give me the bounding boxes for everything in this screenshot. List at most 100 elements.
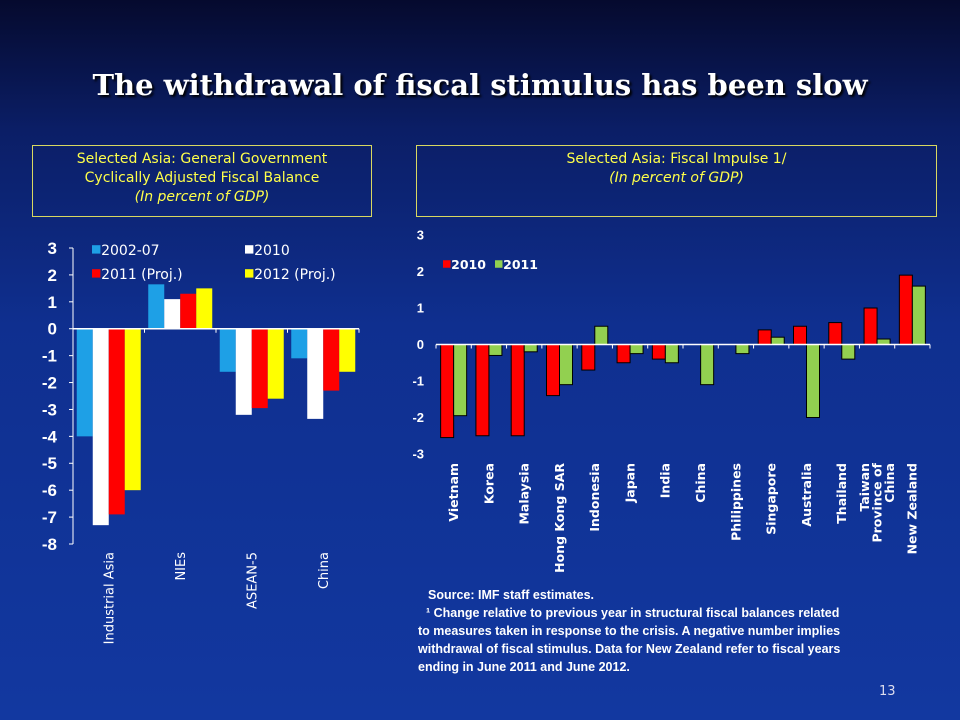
bar-2011-china bbox=[700, 344, 715, 386]
y-tick-label: 2 bbox=[48, 266, 57, 285]
bar-2011-proj--asean-5 bbox=[251, 328, 268, 409]
bar-2010-australia bbox=[793, 325, 807, 345]
bar-2012-proj--asean-5 bbox=[267, 328, 284, 399]
bar-2011-australia bbox=[806, 344, 820, 418]
category-label: Taiwan bbox=[857, 463, 872, 512]
bar-2010-new-zealand bbox=[898, 274, 913, 345]
bar-2010-japan bbox=[616, 344, 631, 364]
category-label: Australia bbox=[799, 463, 814, 527]
source-note: Source: IMF staff estimates. ¹ Change re… bbox=[418, 586, 928, 676]
bar-2011-philippines bbox=[735, 344, 750, 355]
right-chart-title-line1: Selected Asia: Fiscal Impulse 1/ bbox=[566, 151, 787, 167]
bar-2011-india bbox=[664, 344, 679, 364]
bar-2010-indonesia bbox=[581, 344, 596, 371]
left-chart-title-line1: Selected Asia: General Government bbox=[76, 151, 328, 167]
bar-2011-indonesia bbox=[594, 325, 609, 345]
y-tick-label: -1 bbox=[412, 374, 424, 389]
left-chart-title-line2: Cyclically Adjusted Fiscal Balance bbox=[84, 170, 320, 186]
bar-2011-singapore bbox=[770, 336, 785, 346]
y-tick-label: -2 bbox=[42, 373, 57, 392]
category-label: Vietnam bbox=[446, 463, 461, 522]
bar-2002-07-nies bbox=[148, 284, 165, 329]
category-label: Thailand bbox=[834, 463, 849, 524]
y-tick-label: 3 bbox=[48, 239, 57, 258]
legend-swatch-1 bbox=[495, 260, 503, 268]
slide-title: The withdrawal of fiscal stimulus has be… bbox=[92, 68, 868, 102]
bar-2011-japan bbox=[629, 344, 644, 355]
bar-2010-india bbox=[651, 344, 666, 360]
bar-2010-taiwan-province-of-china bbox=[863, 307, 878, 345]
footnote-line: ¹ Change relative to previous year in st… bbox=[426, 606, 840, 620]
y-tick-label: 0 bbox=[48, 320, 57, 339]
footnote-line: withdrawal of fiscal stimulus. Data for … bbox=[418, 642, 841, 656]
y-tick-label: 3 bbox=[417, 228, 424, 243]
legend-label: 2010 bbox=[451, 257, 486, 272]
y-tick-label: -7 bbox=[42, 508, 57, 527]
y-tick-label: -2 bbox=[412, 410, 424, 425]
legend-swatch-0 bbox=[443, 260, 451, 268]
bar-2010-industrial-asia bbox=[92, 328, 109, 526]
bar-2011-new-zealand bbox=[911, 285, 926, 346]
y-tick-label: 1 bbox=[48, 293, 57, 312]
category-label: China bbox=[693, 463, 708, 503]
bar-2010-korea bbox=[475, 344, 490, 437]
bar-2002-07-industrial-asia bbox=[76, 328, 93, 437]
legend-label: 2010 bbox=[254, 243, 290, 259]
bar-2011-korea bbox=[488, 344, 503, 356]
category-label: New Zealand bbox=[905, 463, 920, 554]
bar-2012-proj--nies bbox=[196, 288, 213, 329]
category-label: Singapore bbox=[764, 463, 779, 535]
legend-label: 2011 (Proj.) bbox=[101, 267, 183, 283]
category-label: Malaysia bbox=[517, 463, 532, 525]
y-tick-label: -8 bbox=[42, 535, 57, 554]
bar-2011-hong-kong-sar bbox=[559, 344, 573, 386]
category-label: Province of bbox=[869, 462, 884, 542]
legend-swatch-1 bbox=[245, 245, 254, 254]
category-label: Korea bbox=[481, 463, 496, 504]
bar-2010-vietnam bbox=[440, 344, 455, 439]
bar-2002-07-asean-5 bbox=[219, 328, 236, 372]
left-chart-subtitle: (In percent of GDP) bbox=[134, 189, 270, 205]
legend-label: 2011 bbox=[503, 257, 538, 272]
category-label: NIEs bbox=[174, 552, 189, 581]
bar-2012-proj--china bbox=[339, 328, 356, 372]
bar-2010-hong-kong-sar bbox=[546, 344, 560, 397]
left-chart-title-box: Selected Asia: General Government Cyclic… bbox=[32, 145, 372, 217]
bar-2010-nies bbox=[164, 299, 181, 329]
legend-swatch-3 bbox=[245, 269, 254, 278]
y-tick-label: 2 bbox=[417, 264, 424, 279]
y-tick-label: -4 bbox=[42, 427, 58, 446]
category-label: India bbox=[658, 463, 673, 498]
category-label: ASEAN-5 bbox=[245, 552, 260, 609]
y-tick-label: -6 bbox=[42, 481, 57, 500]
y-tick-label: -5 bbox=[42, 454, 57, 473]
bar-2011-proj--industrial-asia bbox=[108, 328, 125, 515]
bar-2010-malaysia bbox=[510, 344, 525, 437]
footnote-line: to measures taken in response to the cri… bbox=[418, 624, 841, 638]
y-tick-label: -3 bbox=[42, 400, 57, 419]
footnote-line: ending in June 2011 and June 2012. bbox=[418, 660, 630, 674]
bar-2002-07-china bbox=[291, 328, 308, 359]
right-chart-subtitle: (In percent of GDP) bbox=[609, 170, 744, 186]
y-tick-label: -3 bbox=[412, 447, 424, 462]
category-label: Hong Kong SAR bbox=[552, 463, 567, 573]
legend-label: 2002-07 bbox=[101, 243, 160, 259]
bar-2011-vietnam bbox=[453, 344, 468, 417]
category-label: China bbox=[882, 463, 897, 503]
bar-2012-proj--industrial-asia bbox=[124, 328, 141, 491]
category-label: Indonesia bbox=[587, 463, 602, 532]
source-line: Source: IMF staff estimates. bbox=[428, 588, 595, 602]
y-tick-label: -1 bbox=[42, 347, 57, 366]
bar-2010-thailand bbox=[828, 322, 843, 346]
y-tick-label: 1 bbox=[417, 301, 424, 316]
bar-2010-asean-5 bbox=[235, 328, 252, 415]
bar-2011-malaysia bbox=[523, 344, 538, 353]
bar-2011-proj--nies bbox=[180, 293, 197, 329]
bar-2011-thailand bbox=[841, 344, 856, 360]
right-chart-title-box: Selected Asia: Fiscal Impulse 1/ (In per… bbox=[416, 145, 937, 217]
page-number: 13 bbox=[879, 684, 896, 699]
bar-2010-singapore bbox=[757, 329, 772, 345]
legend-swatch-0 bbox=[92, 245, 101, 254]
category-label: Philippines bbox=[728, 463, 743, 541]
